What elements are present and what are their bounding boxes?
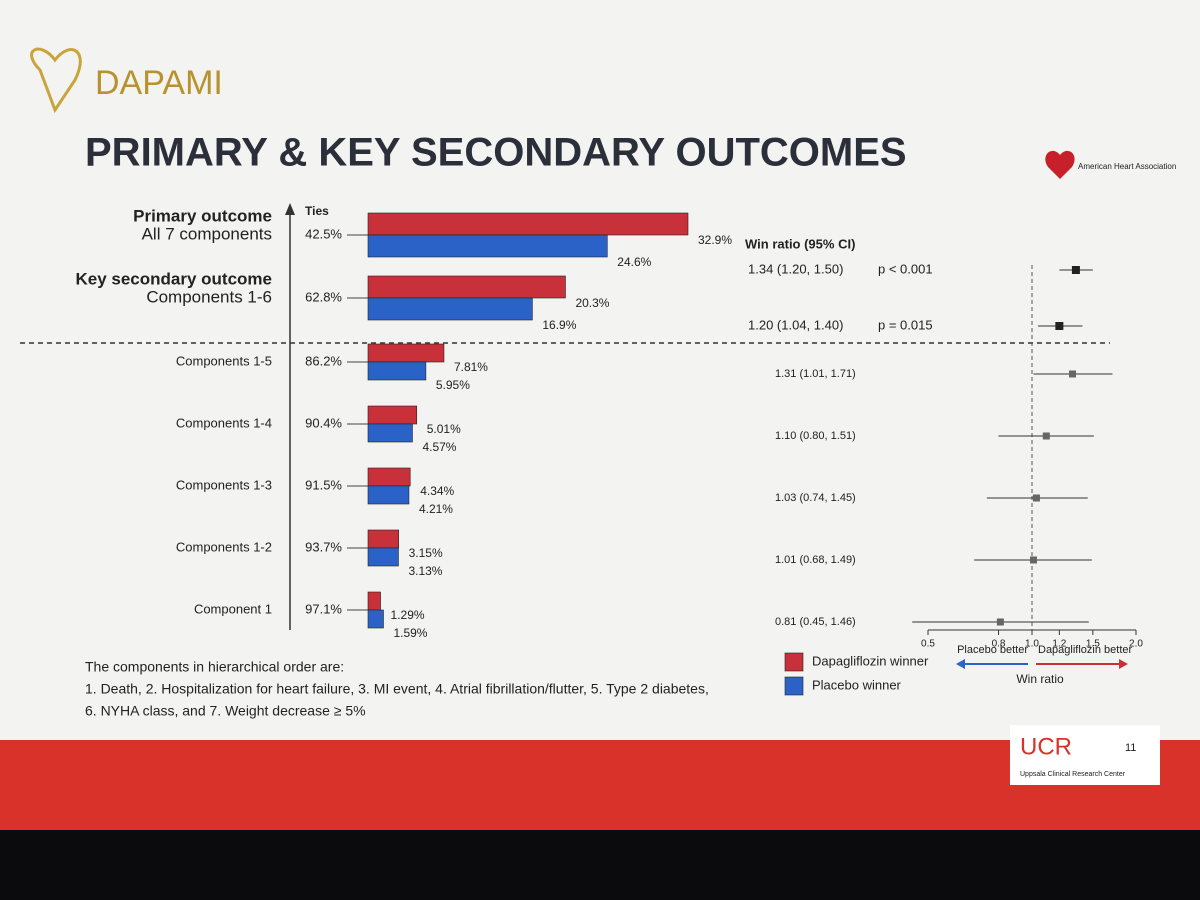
value-label: 4.21%	[419, 502, 453, 516]
ties-arrow	[285, 203, 295, 215]
forest-header: Win ratio (95% CI)	[745, 236, 855, 251]
slide-background	[0, 0, 1200, 830]
p-label: p = 0.015	[878, 317, 933, 332]
category-sublabel: All 7 components	[142, 224, 272, 243]
ci-label: 1.34 (1.20, 1.50)	[748, 261, 843, 276]
ci-label: 1.10 (0.80, 1.51)	[775, 430, 856, 442]
category-label: Component 1	[194, 601, 272, 616]
ties-label: 91.5%	[305, 477, 342, 492]
ci-label: 1.03 (0.74, 1.45)	[775, 492, 856, 504]
point-estimate	[1029, 556, 1037, 564]
right-label: Dapagliflozin better	[1038, 644, 1133, 656]
category-label: Primary outcome	[133, 206, 272, 225]
p-label: p < 0.001	[878, 261, 933, 276]
legend-swatch	[784, 652, 804, 672]
bar	[367, 485, 410, 505]
ties-label: 90.4%	[305, 415, 342, 430]
bar	[367, 275, 566, 299]
bar	[367, 361, 427, 381]
left-arrowhead	[956, 659, 965, 669]
value-label: 16.9%	[542, 318, 576, 332]
point-estimate	[1042, 432, 1050, 440]
ties-label: 62.8%	[305, 289, 342, 304]
ci-label: 0.81 (0.45, 1.46)	[775, 616, 856, 628]
value-label: 5.95%	[436, 378, 470, 392]
bar	[367, 423, 413, 443]
aha-logo	[1045, 150, 1075, 179]
value-label: 7.81%	[454, 360, 488, 374]
sponsor: American Heart Association	[1078, 162, 1176, 171]
value-label: 3.15%	[409, 546, 443, 560]
footnote-line: The components in hierarchical order are…	[85, 659, 344, 675]
x-tick-label: 0.5	[921, 639, 935, 650]
value-label: 3.13%	[408, 564, 442, 578]
legend-label: Placebo winner	[812, 677, 902, 692]
point-estimate	[1032, 494, 1040, 502]
category-label: Key secondary outcome	[75, 269, 272, 288]
bar	[367, 405, 418, 425]
bar	[367, 591, 381, 611]
value-label: 4.34%	[420, 484, 454, 498]
bar	[367, 234, 608, 258]
bar	[367, 297, 533, 321]
ci-label: 1.01 (0.68, 1.49)	[775, 554, 856, 566]
ci-label: 1.20 (1.04, 1.40)	[748, 317, 843, 332]
logo-heart	[30, 47, 82, 114]
slide-title: PRIMARY & KEY SECONDARY OUTCOMES	[85, 131, 907, 175]
org-logo: UCR	[1020, 733, 1072, 760]
org-name: Uppsala Clinical Research Center	[1020, 771, 1126, 778]
x-tick-label: 1.5	[1086, 639, 1100, 650]
point-estimate	[1055, 322, 1064, 330]
value-label: 32.9%	[698, 233, 732, 247]
point-estimate	[1069, 370, 1077, 378]
x-axis-label: Win ratio	[1016, 672, 1064, 686]
legend-label: Dapagliflozin winner	[812, 653, 929, 668]
value-label: 24.6%	[617, 255, 651, 269]
ci-label: 1.31 (1.01, 1.71)	[775, 368, 856, 380]
value-label: 20.3%	[575, 296, 609, 310]
legend-swatch	[784, 676, 804, 696]
page-number: 11	[1125, 742, 1136, 754]
category-sublabel: Components 1-6	[146, 287, 272, 306]
x-tick-label: 1.0	[1025, 639, 1039, 650]
point-estimate	[1071, 266, 1080, 274]
ties-label: 42.5%	[305, 226, 342, 241]
ties-label: 93.7%	[305, 539, 342, 554]
category-label: Components 1-5	[176, 353, 272, 368]
x-tick-label: 1.2	[1052, 639, 1066, 650]
left-label: Placebo better	[957, 644, 1028, 656]
bar	[367, 609, 384, 629]
category-label: Components 1-2	[176, 539, 272, 554]
ties-label: 97.1%	[305, 601, 342, 616]
point-estimate	[996, 618, 1004, 626]
value-label: 4.57%	[422, 440, 456, 454]
right-arrowhead	[1119, 659, 1128, 669]
footnote-line: 6. NYHA class, and 7. Weight decrease ≥ …	[85, 703, 366, 719]
org-logo-box	[1010, 725, 1160, 785]
bar	[367, 343, 445, 363]
footer-band	[0, 740, 1200, 830]
value-label: 1.59%	[393, 626, 427, 640]
value-label: 1.29%	[391, 608, 425, 622]
bar	[367, 529, 399, 549]
logo-text: DAPAMI	[95, 64, 223, 102]
ties-label: 86.2%	[305, 353, 342, 368]
bar	[367, 467, 411, 487]
footnote-line: 1. Death, 2. Hospitalization for heart f…	[85, 681, 709, 697]
category-label: Components 1-3	[176, 477, 272, 492]
x-tick-label: 2.0	[1129, 639, 1143, 650]
x-tick-label: 0.8	[992, 639, 1006, 650]
ties-header: Ties	[305, 204, 329, 218]
bar	[367, 212, 689, 236]
category-label: Components 1-4	[176, 415, 272, 430]
bar	[367, 547, 399, 567]
value-label: 5.01%	[427, 422, 461, 436]
